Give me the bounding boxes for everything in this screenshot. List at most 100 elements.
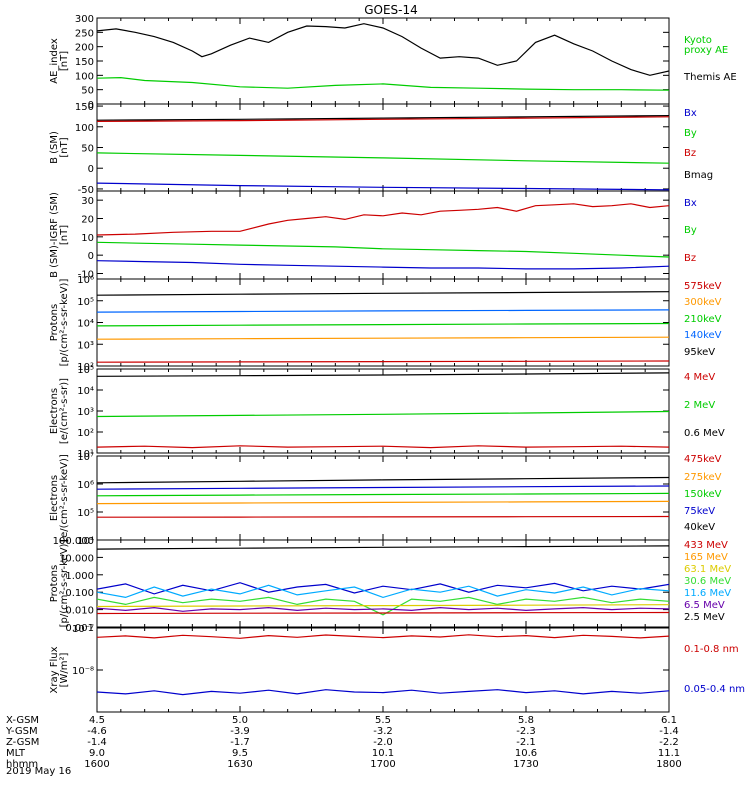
legend-entry: By: [684, 128, 697, 139]
panel-frame: [96, 17, 670, 105]
y-tick-label: 30: [81, 196, 94, 207]
x-row-label: Y-GSM: [5, 726, 38, 737]
y-tick-label: 10⁵: [77, 297, 94, 308]
series-line: [97, 611, 669, 615]
panel-frame: [96, 368, 670, 454]
legend-entry: Kyoto proxy AE: [684, 35, 728, 56]
panel-3: -10 0 10 20 30 B (SM)-IGRF (SM)[nT] Bx By Bz: [49, 190, 697, 281]
y-tick-label: 0: [88, 100, 94, 111]
y-tick-label: 10⁻⁸: [72, 666, 94, 677]
series-line: [97, 584, 669, 599]
series-line: [97, 500, 669, 505]
x-tick-value: 5.0: [232, 715, 248, 726]
y-tick-label: 1.000: [65, 571, 94, 582]
x-tick-value: 10.6: [515, 748, 537, 759]
y-axis-label: AE_index[nT]: [49, 38, 70, 84]
y-tick-label: 10³: [77, 407, 94, 418]
legend-entry: Bmag: [684, 170, 713, 181]
legend-entry: 300keV: [684, 297, 722, 308]
y-tick-label: 10⁶: [77, 275, 94, 286]
x-row-label: hhmm: [6, 759, 38, 770]
y-tick-label: 100: [75, 71, 94, 82]
legend-entry: 0.1-0.8 nm: [684, 644, 739, 655]
y-tick-label: -10: [78, 270, 94, 281]
legend-entry: 433 MeV: [684, 540, 728, 551]
x-tick-value: 1700: [370, 759, 395, 770]
series-line: [97, 116, 669, 122]
x-tick-value: 6.1: [661, 715, 677, 726]
series-line: [97, 182, 669, 191]
legend-entry: 475keV: [684, 454, 722, 465]
x-tick-value: -3.9: [230, 726, 250, 737]
panel-5: 10¹ 10² 10³ 10⁴ 10⁵ Electrons[e/(cm²-s-sr)] 4 …: [49, 365, 725, 460]
x-tick-value: 1630: [227, 759, 252, 770]
y-tick-label: 100.000: [53, 536, 94, 547]
series-line: [97, 260, 669, 270]
x-tick-value: -4.6: [87, 726, 107, 737]
legend-entry: 75keV: [684, 506, 715, 517]
legend-entry: 6.5 MeV: [684, 600, 725, 611]
x-tick-value: -1.4: [659, 726, 679, 737]
legend-entry: 11.6 MeV: [684, 588, 731, 599]
y-tick-label: 0.010: [65, 606, 94, 617]
series-line: [97, 241, 669, 258]
y-axis-label: Protons[p/(cm²-s-sr-keV)]: [49, 540, 70, 628]
y-tick-label: 0: [88, 164, 94, 175]
y-tick-label: 10⁵: [77, 508, 94, 519]
series-line: [97, 23, 669, 76]
y-tick-label: 10¹: [77, 449, 94, 460]
panel-2: -50 0 50 100 150 B (SM)[nT] Bx By Bz Bmag: [49, 102, 713, 196]
series-line: [97, 492, 669, 497]
y-tick-label: 0.100: [65, 588, 94, 599]
x-tick-value: -2.2: [659, 737, 679, 748]
y-tick-label: 10⁶: [77, 480, 94, 491]
legend-entry: 275keV: [684, 472, 722, 483]
series-line: [97, 115, 669, 121]
panel-frame: [96, 539, 670, 628]
x-tick-value: 1600: [84, 759, 109, 770]
series-line: [97, 203, 669, 236]
panel-4: 10² 10³ 10⁴ 10⁵ 10⁶ Protons[p/(cm²-s-sr-keV)]…: [49, 275, 722, 373]
x-tick-value: 11.1: [658, 748, 680, 759]
y-tick-label: 250: [75, 28, 94, 39]
x-tick-value: 9.5: [232, 748, 248, 759]
y-tick-label: 10.000: [59, 553, 94, 564]
x-tick-value: 4.5: [89, 715, 105, 726]
y-tick-label: 10⁴: [77, 319, 94, 330]
legend-entry: Bz: [684, 253, 696, 264]
x-tick-value: -1.7: [230, 737, 250, 748]
y-tick-label: 50: [81, 144, 94, 155]
legend-entry: 95keV: [684, 347, 715, 358]
y-axis-label: Xray Flux[W/m²]: [49, 646, 70, 693]
legend-entry: 4 MeV: [684, 372, 715, 383]
x-tick-value: -2.3: [516, 726, 536, 737]
y-tick-label: 150: [75, 102, 94, 113]
legend-entry: By: [684, 225, 697, 236]
x-row-label: MLT: [6, 748, 26, 759]
x-tick-value: 5.5: [375, 715, 391, 726]
plot-title: GOES-14: [364, 3, 418, 17]
legend-entry: 63.1 MeV: [684, 564, 731, 575]
series-line: [97, 582, 669, 595]
legend-entry: 0.6 MeV: [684, 428, 725, 439]
y-tick-label: 10²: [77, 362, 94, 373]
series-line: [97, 596, 669, 616]
y-axis-label: Electrons[e/(cm²-s-sr)]: [49, 378, 70, 444]
panel-7: 0.001 0.010 0.100 1.000 10.000 100.000Protons…: [49, 536, 731, 634]
panel-6: 10⁴ 10⁵ 10⁶ 10⁷ Electrons[e/(cm²-s-sr-keV)] 4…: [49, 452, 722, 547]
series-line: [97, 309, 669, 313]
legend-entry: Themis AE: [683, 72, 737, 83]
y-axis-label: Protons[p/(cm²-s-sr-keV)]: [49, 279, 70, 367]
x-tick-value: 1800: [656, 759, 681, 770]
series-line: [97, 485, 669, 490]
y-tick-label: 10⁵: [77, 365, 94, 376]
series-line: [97, 604, 669, 608]
x-tick-value: 5.8: [518, 715, 534, 726]
series-line: [97, 336, 669, 340]
y-tick-label: 50: [81, 86, 94, 97]
y-tick-label: 10²: [77, 428, 94, 439]
legend-entry: Bx: [684, 108, 697, 119]
legend-entry: 210keV: [684, 314, 722, 325]
